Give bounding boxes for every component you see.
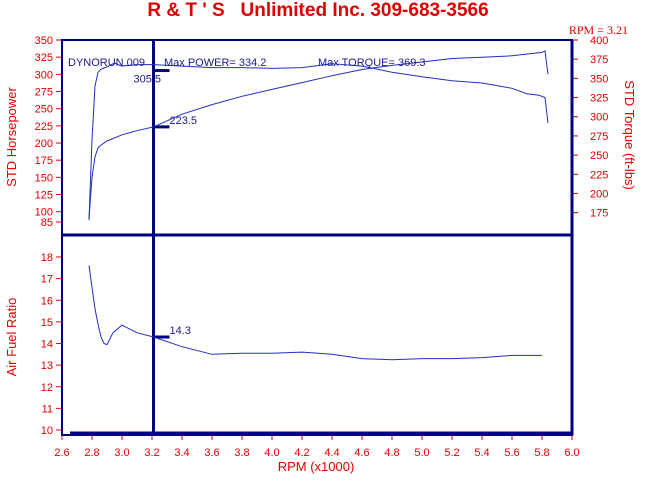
rpm-tick-label: 5.6 (504, 447, 519, 459)
rpm-tick-label: 4.0 (264, 447, 279, 459)
torque-tick-label: 350 (590, 73, 608, 85)
hp-tick-label: 275 (35, 87, 53, 99)
afr-tick-label: 16 (41, 295, 53, 307)
rpm-tick-label: 4.6 (354, 447, 369, 459)
cursor-torque-value: 305.5 (134, 74, 162, 86)
max-power-label: Max POWER= 334.2 (164, 57, 266, 69)
torque-tick-label: 250 (590, 150, 608, 162)
rpm-tick-label: 5.0 (414, 447, 429, 459)
x-axis-label: RPM (x1000) (278, 459, 355, 474)
y-axis-label-afr: Air Fuel Ratio (4, 298, 19, 377)
rpm-tick-label: 4.4 (324, 447, 339, 459)
cursor-afr-value: 14.3 (170, 325, 191, 337)
afr-tick-label: 17 (41, 274, 53, 286)
torque-tick-label: 275 (590, 131, 608, 143)
rpm-tick-label: 3.2 (144, 447, 159, 459)
horsepower-curve (88, 50, 549, 219)
y-axis-label-horsepower: STD Horsepower (4, 86, 19, 186)
rpm-tick-label: 3.6 (204, 447, 219, 459)
torque-tick-label: 225 (590, 169, 608, 181)
rpm-tick-label: 5.8 (534, 447, 549, 459)
rpm-tick-label: 2.8 (84, 447, 99, 459)
rpm-tick-label: 4.8 (384, 447, 399, 459)
torque-tick-label: 325 (590, 93, 608, 105)
rpm-tick-label: 3.0 (114, 447, 129, 459)
max-torque-label: Max TORQUE= 369.3 (318, 57, 426, 69)
torque-tick-label: 175 (590, 208, 608, 220)
hp-tick-label: 225 (35, 121, 53, 133)
rpm-tick-label: 3.4 (174, 447, 189, 459)
afr-tick-label: 15 (41, 317, 53, 329)
afr-tick-label: 18 (41, 252, 53, 264)
hp-tick-label: 85 (41, 217, 53, 229)
rpm-tick-label: 6.0 (564, 447, 579, 459)
hp-tick-label: 175 (35, 155, 53, 167)
hp-tick-label: 325 (35, 52, 53, 64)
afr-tick-label: 14 (41, 339, 53, 351)
hp-tick-label: 125 (35, 190, 53, 202)
afr-tick-label: 12 (41, 382, 53, 394)
afr-tick-label: 13 (41, 360, 53, 372)
hp-tick-label: 250 (35, 104, 53, 116)
air-fuel-ratio-curve (88, 265, 542, 361)
hp-tick-label: 350 (35, 35, 53, 47)
hp-tick-label: 300 (35, 69, 53, 81)
cursor-power-value: 223.5 (170, 115, 198, 127)
run-name: DYNORUN.009 (68, 57, 145, 69)
cursor-rpm-label: RPM = 3.21 (569, 23, 628, 37)
torque-tick-label: 200 (590, 188, 608, 200)
rpm-tick-label: 5.2 (444, 447, 459, 459)
torque-tick-label: 400 (590, 35, 608, 47)
y-axis-label-torque: STD Torque (ft-lbs) (622, 80, 637, 190)
rpm-tick-label: 3.8 (234, 447, 249, 459)
rpm-tick-label: 2.6 (54, 447, 69, 459)
torque-tick-label: 300 (590, 112, 608, 124)
hp-tick-label: 150 (35, 172, 53, 184)
right-axis-ticks: 400 375 350 325 300 275 250 225 200 175 (572, 35, 608, 220)
rpm-tick-label: 4.2 (294, 447, 309, 459)
afr-tick-label: 11 (42, 403, 53, 415)
hp-tick-label: 200 (35, 138, 53, 150)
afr-tick-label: 10 (41, 425, 53, 437)
chart-title: R & T ' S Unlimited Inc. 309-683-3566 (147, 0, 488, 21)
torque-tick-label: 375 (590, 54, 608, 66)
rpm-tick-label: 5.4 (474, 447, 489, 459)
bottom-axis-ticks: 2.6 2.8 3.0 3.2 3.4 3.6 3.8 4.0 4.2 4.4 4.6 4.8 5.0 5… (54, 435, 580, 459)
torque-curve (88, 62, 549, 221)
plot-frame (61, 39, 573, 436)
hp-tick-label: 100 (35, 207, 53, 219)
